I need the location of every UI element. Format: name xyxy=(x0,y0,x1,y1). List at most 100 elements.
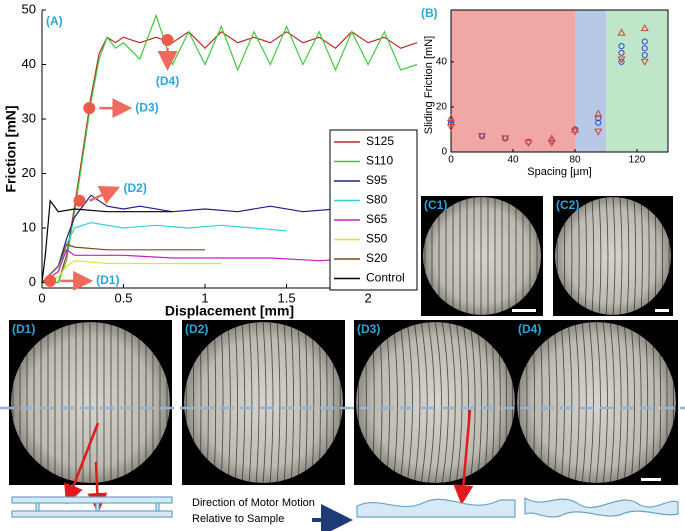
point xyxy=(501,135,510,143)
fiber xyxy=(584,197,587,315)
annotation-point xyxy=(73,194,86,207)
fiber xyxy=(290,322,295,483)
fiber xyxy=(602,322,608,483)
fiber xyxy=(469,322,476,483)
point xyxy=(547,139,556,147)
point xyxy=(477,133,487,141)
caption: Direction of Motor Motion xyxy=(192,497,315,509)
y-axis-title: Sliding Friction [mN] xyxy=(423,36,435,134)
legend-label: S125 xyxy=(366,134,394,148)
fiber xyxy=(234,322,238,483)
y-tick-label: 30 xyxy=(22,110,36,125)
fiber xyxy=(448,322,456,483)
image-label: (C1) xyxy=(424,198,447,212)
x-tick-label: 1.5 xyxy=(278,290,296,305)
panel-label: (A) xyxy=(46,14,63,28)
lens xyxy=(356,322,515,483)
fiber xyxy=(567,322,573,483)
point xyxy=(446,124,456,132)
x-tick-label: 120 xyxy=(629,155,646,166)
image-label: (D4) xyxy=(518,322,541,336)
red-arrow xyxy=(453,409,474,505)
x-axis-title: Displacement [mm] xyxy=(165,303,294,319)
y-tick-label: 20 xyxy=(436,102,448,113)
fiber xyxy=(476,322,482,483)
fiber xyxy=(640,197,643,315)
lens xyxy=(555,197,671,315)
fiber xyxy=(605,197,609,315)
red-arrow xyxy=(64,422,100,505)
caption: Relative to Sample xyxy=(192,513,284,525)
fiber xyxy=(420,322,428,483)
x-tick-label: 0 xyxy=(448,155,454,166)
fiber xyxy=(553,322,558,483)
series-line xyxy=(41,260,222,284)
fiber xyxy=(283,322,288,483)
point xyxy=(595,119,602,126)
fiber xyxy=(633,197,637,315)
image-label: (D3) xyxy=(357,322,380,336)
x-tick-label: 40 xyxy=(507,155,519,166)
fiber xyxy=(546,322,551,483)
legend-label: S95 xyxy=(366,173,388,187)
x-axis-title: Spacing [μm] xyxy=(527,166,591,178)
photo xyxy=(553,196,673,316)
image-label: (C2) xyxy=(556,198,579,212)
fiber xyxy=(220,322,224,483)
fiber xyxy=(598,197,602,315)
point xyxy=(595,115,602,122)
fiber xyxy=(626,197,630,315)
y-tick-label: 0 xyxy=(29,274,36,289)
photo xyxy=(182,320,345,485)
fiber xyxy=(441,322,449,483)
scale-bar xyxy=(641,478,661,481)
lens xyxy=(184,322,343,483)
series-line xyxy=(41,243,205,283)
region xyxy=(606,10,668,152)
scale-bar xyxy=(655,309,669,312)
annotation-label: (D1) xyxy=(96,273,119,287)
fiber xyxy=(213,322,217,483)
x-tick-label: 0 xyxy=(38,290,45,305)
point xyxy=(446,114,456,122)
point xyxy=(594,109,603,117)
legend-label: S80 xyxy=(366,193,388,207)
series-line xyxy=(42,13,418,284)
fiber xyxy=(399,322,406,483)
point xyxy=(594,128,603,136)
annotation-point xyxy=(161,33,174,46)
annotation-label: (D4) xyxy=(156,74,179,88)
photo xyxy=(9,320,172,485)
point xyxy=(618,58,625,65)
y-tick-label: 10 xyxy=(22,219,36,234)
point xyxy=(570,125,580,133)
fiber xyxy=(623,322,629,483)
x-tick-label: 1 xyxy=(201,290,208,305)
fiber xyxy=(455,322,463,483)
region xyxy=(575,10,606,152)
legend-label: S50 xyxy=(366,232,388,246)
schematic xyxy=(11,496,679,518)
y-tick-label: 0 xyxy=(441,147,447,158)
fiber xyxy=(297,322,301,483)
y-tick-label: 20 xyxy=(22,165,36,180)
fiber xyxy=(595,322,601,483)
fiber xyxy=(612,197,616,315)
series-line xyxy=(41,221,287,283)
annotation-label: (D2) xyxy=(124,181,147,195)
point xyxy=(617,28,626,36)
point xyxy=(617,56,626,64)
x-tick-label: 0.5 xyxy=(114,290,132,305)
annotation-arrow xyxy=(88,185,121,205)
point xyxy=(640,58,649,66)
series-line xyxy=(41,248,409,283)
photo xyxy=(421,196,543,316)
point xyxy=(547,134,556,142)
photo xyxy=(354,320,517,485)
fiber xyxy=(609,322,615,483)
fiber xyxy=(630,322,635,483)
fiber xyxy=(385,322,391,483)
photo-field xyxy=(423,197,541,315)
fiber xyxy=(269,322,274,483)
legend xyxy=(329,129,418,291)
